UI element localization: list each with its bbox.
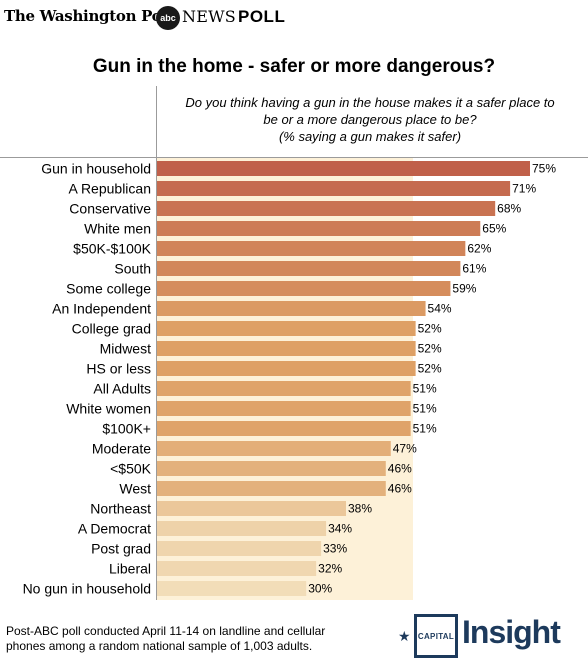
category-label: HS or less — [86, 361, 151, 377]
bar — [157, 521, 327, 536]
value-label: 68% — [497, 202, 521, 216]
bar — [157, 341, 416, 356]
bar — [157, 281, 451, 296]
question-line: Do you think having a gun in the house m… — [185, 95, 555, 110]
category-label: Midwest — [100, 341, 151, 357]
bar — [157, 561, 317, 576]
category-label: West — [119, 481, 151, 497]
category-label: Post grad — [91, 541, 151, 557]
label-divider — [156, 86, 157, 600]
value-label: 51% — [413, 402, 437, 416]
value-label: 52% — [418, 322, 442, 336]
value-label: 62% — [467, 242, 491, 256]
value-label: 51% — [413, 422, 437, 436]
category-label: Moderate — [92, 441, 151, 457]
note-line: phones among a random national sample of… — [6, 639, 313, 653]
value-label: 65% — [482, 222, 506, 236]
bar — [157, 401, 411, 416]
value-label: 34% — [328, 522, 352, 536]
value-label: 52% — [418, 362, 442, 376]
category-label: White men — [84, 221, 151, 237]
bar — [157, 261, 461, 276]
poll-label: POLL — [238, 7, 286, 26]
category-label: Northeast — [90, 501, 151, 517]
bar — [157, 161, 530, 176]
category-label: A Republican — [68, 181, 151, 197]
value-label: 47% — [393, 442, 417, 456]
value-label: 52% — [418, 342, 442, 356]
value-label: 51% — [413, 382, 437, 396]
bar — [157, 241, 466, 256]
capital-label: CAPITAL — [417, 631, 455, 641]
bar — [157, 361, 416, 376]
bar — [157, 421, 411, 436]
value-label: 71% — [512, 182, 536, 196]
question-line: be or a more dangerous place to be? — [263, 112, 477, 127]
value-label: 54% — [428, 302, 452, 316]
value-label: 30% — [308, 582, 332, 596]
bar — [157, 301, 426, 316]
bar — [157, 201, 496, 216]
bar — [157, 441, 391, 456]
capital-insight-logo-box: CAPITAL — [414, 614, 458, 658]
value-label: 75% — [532, 162, 556, 176]
category-label: Liberal — [109, 561, 151, 577]
insight-label: Insight — [462, 614, 561, 650]
bar — [157, 381, 411, 396]
washington-post-logo: The Washington Post — [4, 7, 177, 25]
value-label: 46% — [388, 462, 412, 476]
value-label: 61% — [462, 262, 486, 276]
bar — [157, 221, 481, 236]
value-label: 38% — [348, 502, 372, 516]
chart-title: Gun in the home - safer or more dangerou… — [92, 56, 496, 77]
category-label: <$50K — [110, 461, 152, 477]
category-label: Some college — [66, 281, 151, 297]
methodology-note: Post-ABC poll conducted April 11-14 on l… — [6, 624, 386, 654]
abc-logo-icon: abc — [156, 6, 180, 30]
category-label: Conservative — [69, 201, 151, 217]
bar — [157, 501, 346, 516]
question-line: (% saying a gun makes it safer) — [278, 129, 462, 144]
bar — [157, 481, 386, 496]
bar — [157, 321, 416, 336]
category-label: $50K-$100K — [73, 241, 152, 257]
abc-news-logo: NEWS — [182, 7, 236, 26]
category-label: $100K+ — [102, 421, 151, 437]
category-label: Gun in household — [41, 161, 151, 177]
category-label: College grad — [72, 321, 151, 337]
bar — [157, 181, 511, 196]
question-text: Do you think having a gun in the house m… — [158, 94, 582, 145]
category-label: All Adults — [93, 381, 151, 397]
bar — [157, 461, 386, 476]
star-icon: ★ — [398, 628, 411, 644]
category-label: No gun in household — [23, 581, 151, 597]
value-label: 59% — [452, 282, 476, 296]
bar — [157, 581, 307, 596]
header-divider — [0, 157, 588, 158]
category-label: A Democrat — [78, 521, 151, 537]
bar — [157, 541, 322, 556]
note-line: Post-ABC poll conducted April 11-14 on l… — [6, 624, 326, 638]
category-label: White women — [66, 401, 151, 417]
category-label: South — [114, 261, 151, 277]
value-label: 33% — [323, 542, 347, 556]
value-label: 46% — [388, 482, 412, 496]
value-label: 32% — [318, 562, 342, 576]
header-bar: The Washington Post abc NEWS POLL — [0, 0, 588, 36]
category-label: An Independent — [52, 301, 151, 317]
